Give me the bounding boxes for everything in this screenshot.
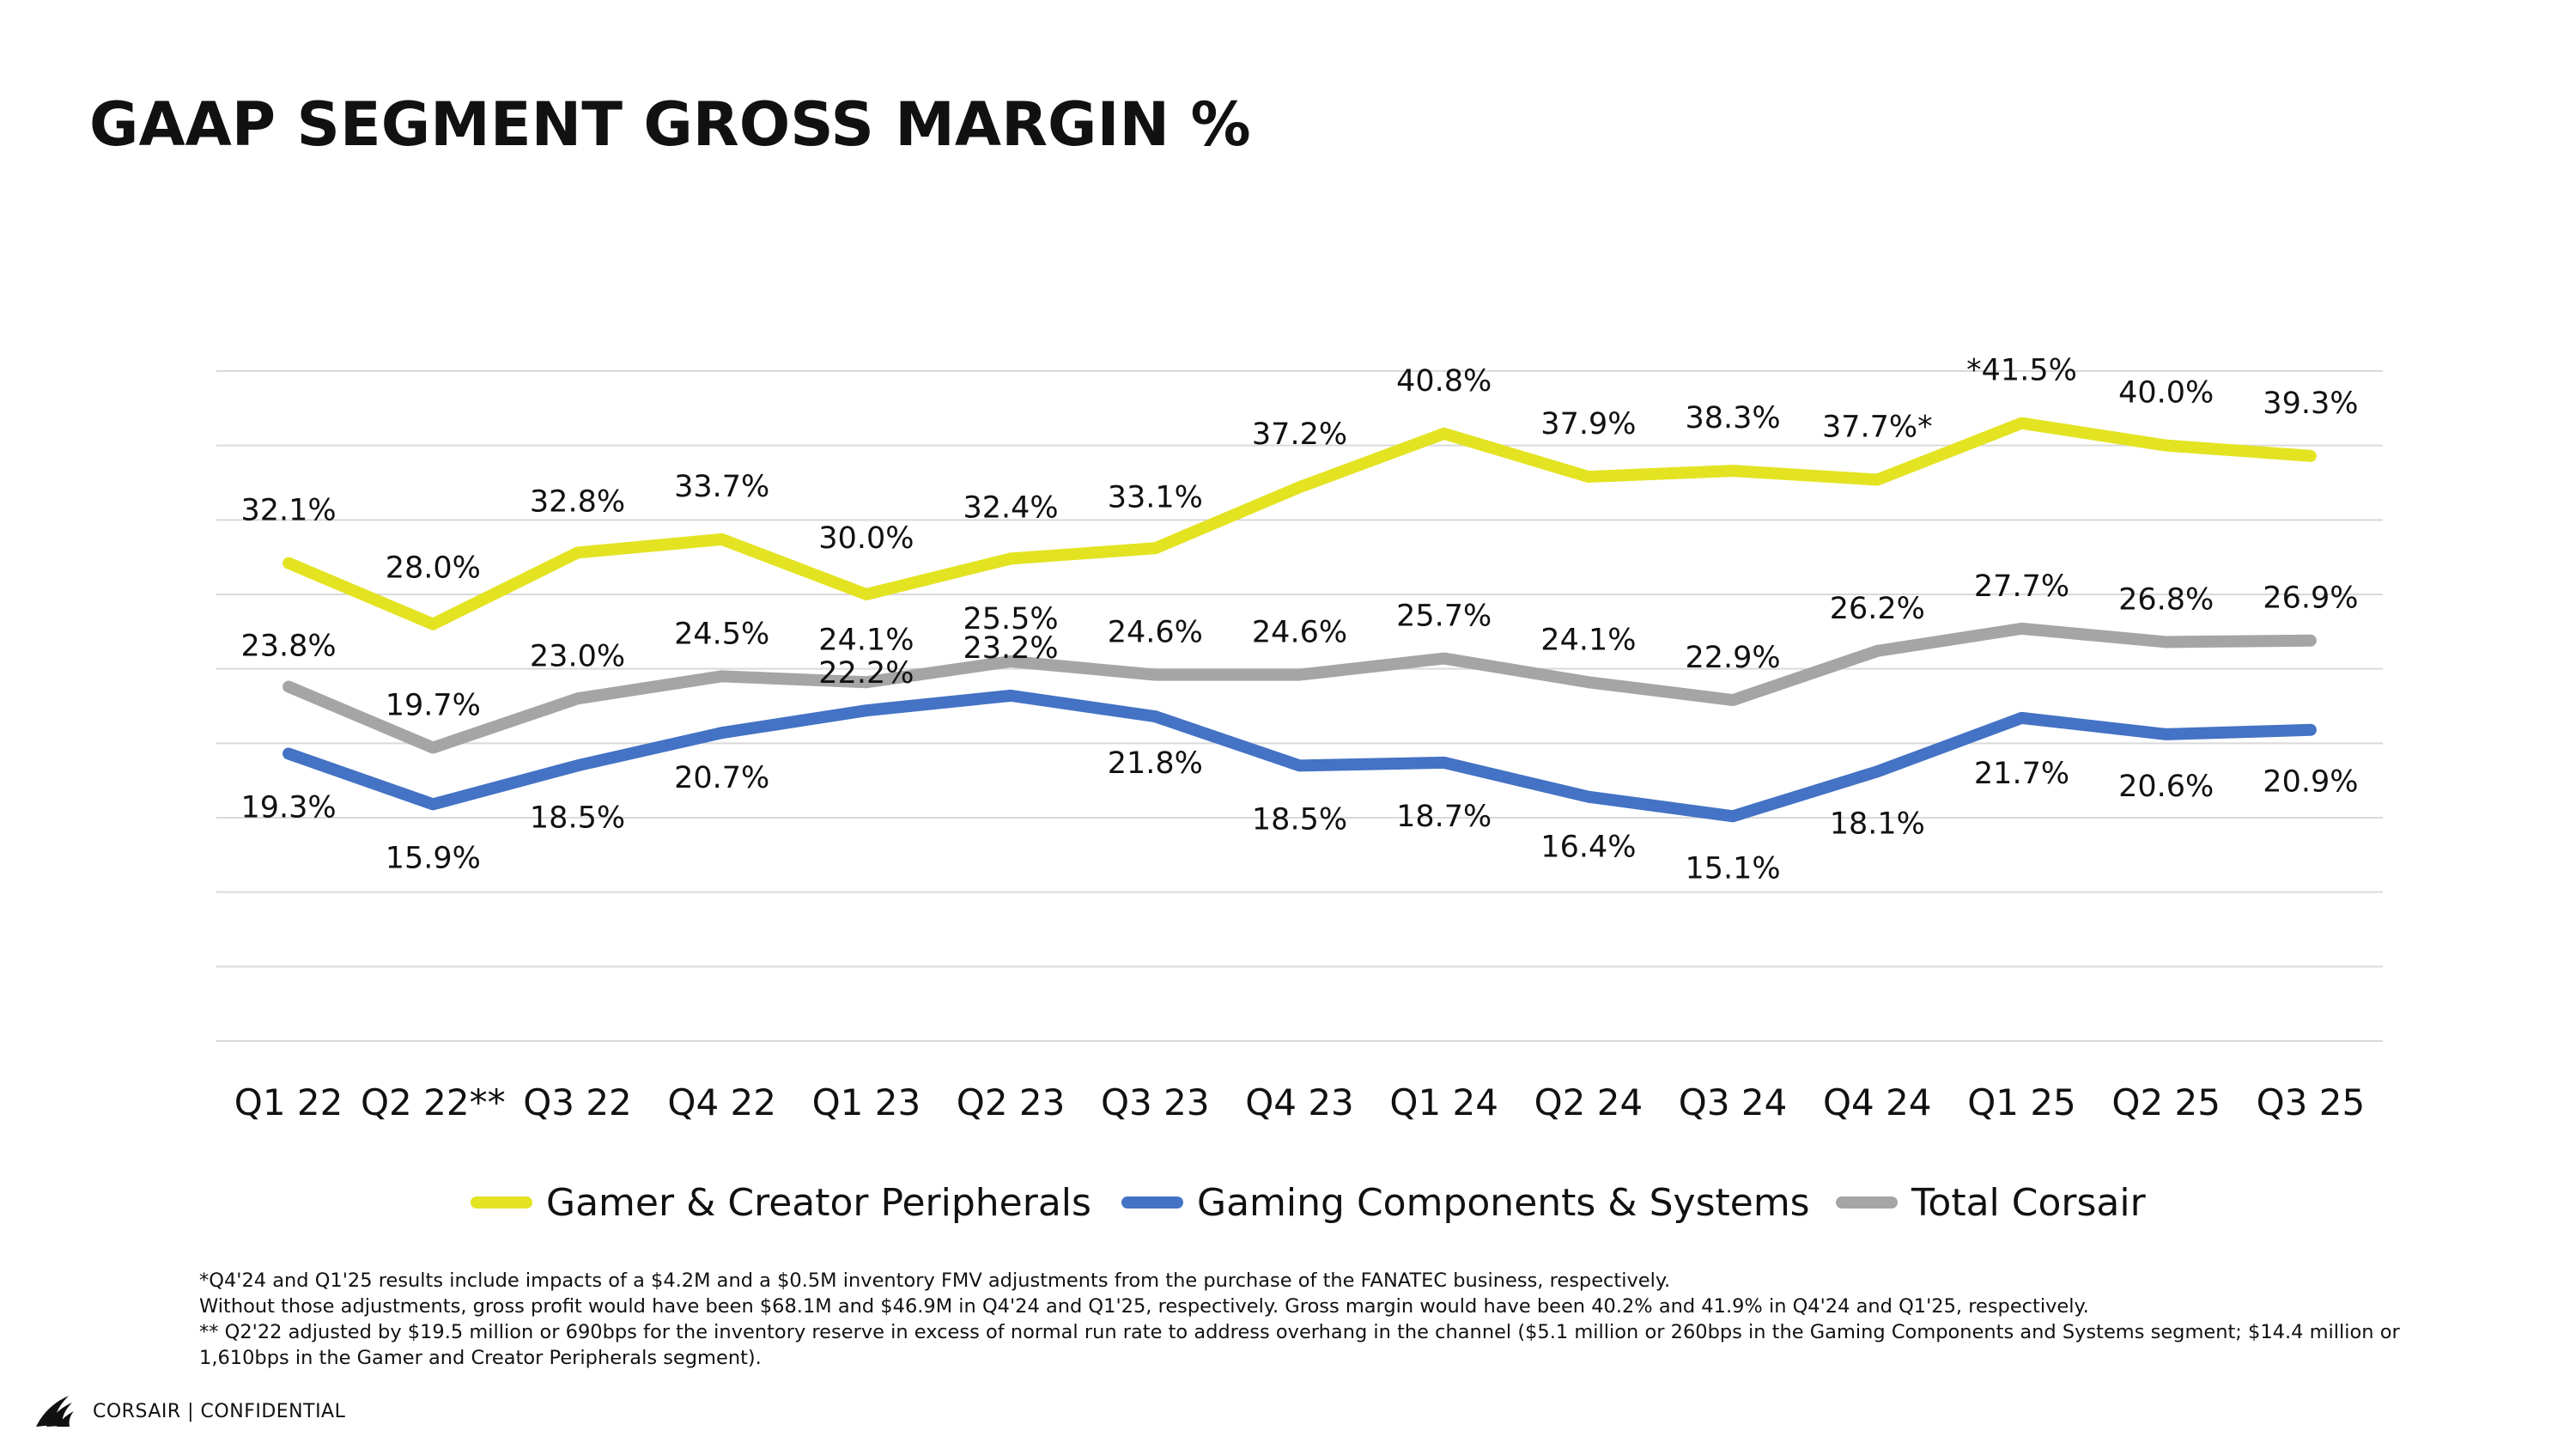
data-label-components: 21.8% xyxy=(1108,746,1203,781)
series-line-total xyxy=(283,622,2317,754)
data-label-total: 26.8% xyxy=(2118,582,2214,617)
data-label-total: 25.7% xyxy=(1396,600,1492,634)
x-tick-label: Q4 22 xyxy=(667,1081,776,1123)
x-tick-label: Q3 22 xyxy=(523,1081,632,1123)
x-tick-label: Q1 23 xyxy=(812,1081,921,1123)
footnote-line: Without those adjustments, gross profit … xyxy=(199,1295,2089,1318)
x-tick-label: Q4 23 xyxy=(1245,1081,1354,1123)
legend-swatch-total xyxy=(1836,1196,1898,1209)
data-label-total: 26.9% xyxy=(2263,581,2358,616)
x-tick-label: Q2 22** xyxy=(361,1081,506,1123)
data-label-peripherals: 40.0% xyxy=(2118,376,2214,411)
data-label-peripherals: 30.0% xyxy=(818,521,914,556)
data-label-peripherals: 32.4% xyxy=(963,490,1059,525)
footnote-line: ** Q2'22 adjusted by $19.5 million or 69… xyxy=(199,1321,2400,1343)
x-tick-label: Q3 25 xyxy=(2257,1081,2366,1123)
x-tick-label: Q1 22 xyxy=(234,1081,343,1123)
legend-label-total: Total Corsair xyxy=(1911,1180,2146,1225)
x-tick-label: Q1 25 xyxy=(1967,1081,2076,1123)
data-label-components: 18.5% xyxy=(530,801,625,835)
x-tick-label: Q3 24 xyxy=(1679,1081,1788,1123)
legend-swatch-components xyxy=(1121,1196,1183,1209)
data-label-components: 20.7% xyxy=(674,761,769,795)
x-tick-label: Q1 24 xyxy=(1389,1081,1498,1123)
data-label-total: 23.0% xyxy=(530,639,625,673)
data-label-components: 22.2% xyxy=(818,656,914,691)
page-title: GAAP SEGMENT GROSS MARGIN % xyxy=(89,89,1251,160)
line-chart: 32.1% 28.0% 32.8% 33.7% 30.0% 32.4% 33.1% 37.2%… xyxy=(216,354,2383,1123)
data-label-peripherals: 28.0% xyxy=(386,551,481,586)
footnotes: *Q4'24 and Q1'25 results include impacts… xyxy=(199,1268,2518,1371)
data-label-peripherals: 33.7% xyxy=(674,470,769,504)
legend-label-peripherals: Gamer & Creator Peripherals xyxy=(546,1180,1091,1225)
x-tick-label: Q4 24 xyxy=(1823,1081,1932,1123)
series-line-peripherals xyxy=(283,417,2317,630)
data-label-components: 18.7% xyxy=(1396,800,1492,834)
legend-label-components: Gaming Components & Systems xyxy=(1197,1180,1810,1225)
data-labels: 32.1% 28.0% 32.8% 33.7% 30.0% 32.4% 33.1% 37.2%… xyxy=(241,354,2359,886)
x-tick-label: Q2 25 xyxy=(2111,1081,2221,1123)
data-label-components: 19.3% xyxy=(241,790,337,825)
footer: CORSAIR | CONFIDENTIAL xyxy=(34,1390,345,1433)
data-label-components: 23.2% xyxy=(963,631,1059,666)
x-axis-tick-labels: Q1 22 Q2 22** Q3 22 Q4 22 Q1 23 Q2 23 Q3 23 Q4 … xyxy=(234,1081,2365,1123)
data-label-total: 26.2% xyxy=(1830,592,1925,626)
data-label-peripherals: 39.3% xyxy=(2263,387,2358,421)
data-label-total: 22.9% xyxy=(1686,641,1781,675)
data-label-components: 15.1% xyxy=(1686,851,1781,886)
data-label-peripherals: 33.1% xyxy=(1108,480,1203,514)
data-label-total: 23.8% xyxy=(241,629,337,663)
legend-swatch-peripherals xyxy=(471,1196,532,1209)
series-lines xyxy=(283,417,2317,823)
data-label-components: 20.9% xyxy=(2263,765,2358,800)
corsair-sails-logo-icon xyxy=(36,1396,74,1427)
data-label-total: 24.1% xyxy=(1540,623,1636,657)
data-label-total: 24.1% xyxy=(818,623,914,657)
data-label-total: 24.5% xyxy=(674,617,769,651)
data-label-peripherals: 32.1% xyxy=(241,494,337,528)
data-label-total: 19.7% xyxy=(386,689,481,723)
footnote-line: 1,610bps in the Gamer and Creator Periph… xyxy=(199,1347,762,1369)
x-tick-label: Q2 23 xyxy=(957,1081,1066,1123)
footer-confidential-text: CORSAIR | CONFIDENTIAL xyxy=(93,1400,346,1422)
legend-item-components: Gaming Components & Systems xyxy=(1121,1177,1810,1228)
data-label-peripherals: 37.7%* xyxy=(1822,411,1933,445)
x-tick-label: Q2 24 xyxy=(1534,1081,1643,1123)
legend-item-total: Total Corsair xyxy=(1836,1177,2146,1228)
data-label-peripherals: 32.8% xyxy=(530,484,625,519)
data-label-peripherals: 37.2% xyxy=(1252,417,1347,452)
data-label-total: 25.5% xyxy=(963,602,1059,636)
series-line-components xyxy=(283,689,2317,823)
data-label-total: 24.6% xyxy=(1252,616,1347,650)
data-label-total: 24.6% xyxy=(1108,616,1203,650)
data-label-components: 20.6% xyxy=(2118,770,2214,804)
footnote-line: *Q4'24 and Q1'25 results include impacts… xyxy=(199,1269,1671,1292)
data-label-components: 15.9% xyxy=(386,841,481,875)
data-label-components: 18.1% xyxy=(1830,807,1925,841)
legend-item-peripherals: Gamer & Creator Peripherals xyxy=(471,1177,1091,1228)
data-label-components: 16.4% xyxy=(1540,831,1636,865)
data-label-components: 21.7% xyxy=(1974,757,2069,791)
data-label-peripherals: *41.5% xyxy=(1966,354,2077,388)
x-tick-label: Q3 23 xyxy=(1101,1081,1210,1123)
legend: Gamer & Creator Peripherals Gaming Compo… xyxy=(0,1177,2576,1228)
data-label-peripherals: 40.8% xyxy=(1396,364,1492,399)
data-label-components: 18.5% xyxy=(1252,802,1347,837)
data-label-peripherals: 37.9% xyxy=(1540,407,1636,441)
data-label-total: 27.7% xyxy=(1974,569,2069,604)
data-label-peripherals: 38.3% xyxy=(1686,401,1781,435)
